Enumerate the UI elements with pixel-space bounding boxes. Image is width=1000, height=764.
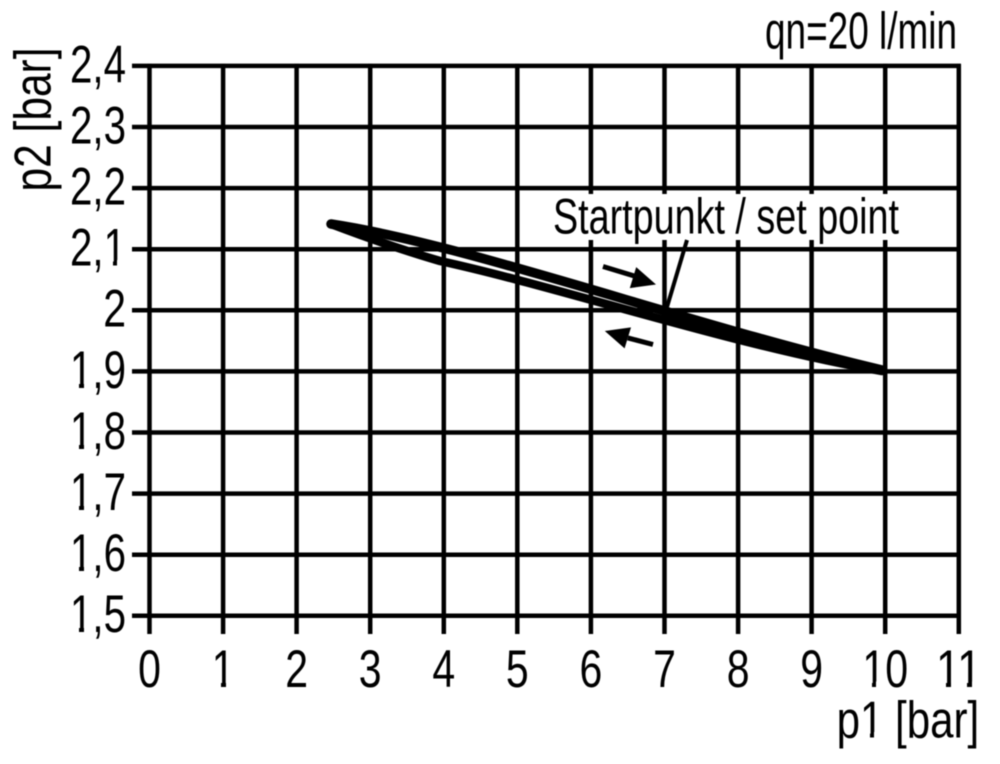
svg-text:1,9: 1,9 bbox=[70, 341, 126, 400]
svg-text:Startpunkt / set point: Startpunkt / set point bbox=[553, 189, 899, 245]
svg-text:11: 11 bbox=[936, 640, 982, 699]
svg-text:1: 1 bbox=[212, 640, 235, 699]
svg-text:2,1: 2,1 bbox=[70, 219, 126, 278]
svg-text:7: 7 bbox=[653, 640, 676, 699]
svg-text:2: 2 bbox=[103, 280, 126, 339]
svg-text:4: 4 bbox=[432, 640, 455, 699]
svg-text:2: 2 bbox=[285, 640, 308, 699]
svg-text:9: 9 bbox=[800, 640, 823, 699]
svg-text:5: 5 bbox=[506, 640, 529, 699]
svg-text:1,5: 1,5 bbox=[70, 585, 126, 644]
svg-text:2,2: 2,2 bbox=[70, 158, 126, 217]
svg-text:0: 0 bbox=[138, 640, 161, 699]
svg-text:p2 [bar]: p2 [bar] bbox=[5, 48, 63, 192]
svg-text:1,7: 1,7 bbox=[70, 463, 126, 522]
svg-text:1,6: 1,6 bbox=[70, 524, 126, 583]
svg-text:2,3: 2,3 bbox=[70, 96, 126, 155]
svg-text:8: 8 bbox=[727, 640, 750, 699]
svg-text:qn=20 l/min: qn=20 l/min bbox=[765, 3, 957, 61]
svg-text:1,8: 1,8 bbox=[70, 402, 126, 461]
svg-text:6: 6 bbox=[580, 640, 603, 699]
svg-text:p1 [bar]: p1 [bar] bbox=[837, 692, 980, 750]
svg-text:3: 3 bbox=[359, 640, 382, 699]
svg-text:2,4: 2,4 bbox=[70, 35, 126, 94]
svg-text:10: 10 bbox=[862, 640, 908, 699]
